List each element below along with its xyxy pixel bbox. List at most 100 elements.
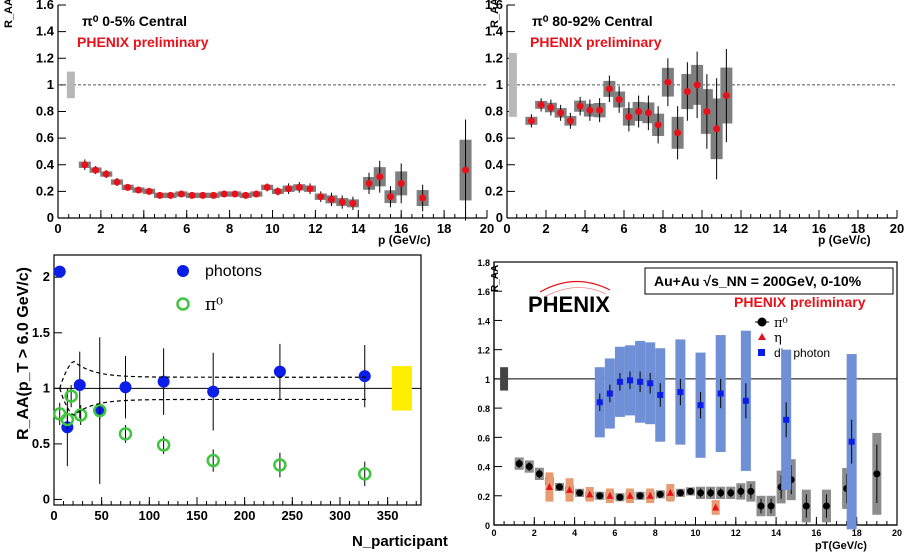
x-tick-label: 12: [731, 528, 741, 538]
x-tick-label: 14: [351, 221, 366, 236]
y-tick-label: 2: [43, 269, 50, 284]
x-tick-label: 8: [653, 528, 658, 538]
panel-pi0-eta-photon: R_AA Au+Au √s_NN = 200GeV, 0-10% PHENIX …: [477, 258, 902, 552]
data-point: [188, 191, 196, 199]
photon-point: [119, 381, 132, 394]
data-point: [664, 78, 672, 86]
y-tick-label: 1.4: [36, 24, 55, 39]
pi0-point: [717, 489, 725, 497]
pi0-point: [535, 470, 543, 478]
pi0-point: [576, 489, 584, 497]
x-tick-label: 2: [97, 221, 104, 236]
pi0-point: [767, 502, 775, 510]
x-tick-label: 2: [542, 221, 549, 236]
x-tick-label: 16: [394, 221, 408, 236]
p4-ylabel: R_AA: [490, 265, 501, 292]
x-tick-label: 2: [532, 528, 537, 538]
y-tick-label: 1.4: [477, 316, 490, 326]
data-point: [462, 166, 470, 174]
data-point: [527, 117, 535, 125]
y-tick-label: 1.4: [485, 24, 504, 39]
data-point: [306, 185, 314, 193]
pi0-point: [656, 490, 664, 498]
x-tick-label: 0: [491, 528, 496, 538]
y-tick-label: 0.6: [485, 130, 503, 145]
pi0-point: [118, 427, 133, 441]
pi0-point: [747, 487, 755, 495]
y-tick-label: 0.8: [36, 104, 54, 119]
x-tick-label: 18: [437, 221, 451, 236]
y-tick-label: 1: [496, 77, 503, 92]
data-point: [124, 183, 132, 191]
eta-point: [712, 503, 720, 511]
pi0-point: [697, 489, 705, 497]
legend-photon-marker: [758, 349, 765, 356]
x-tick-label: 18: [851, 221, 865, 236]
data-point: [317, 193, 325, 201]
p1-ylabel: R_AA: [3, 0, 15, 28]
pi0-point: [93, 403, 107, 418]
norm-uncertainty-box: [508, 52, 517, 117]
data-point: [365, 179, 373, 187]
pi0-point: [60, 412, 75, 427]
data-point: [145, 187, 153, 195]
pi0-point: [596, 492, 604, 500]
y-tick-label: 1.6: [36, 0, 54, 12]
y-tick-label: 0: [496, 210, 503, 225]
x-tick-label: 4: [581, 221, 589, 236]
y-tick-label: 0: [485, 521, 490, 531]
photon-point: [606, 390, 613, 397]
p3-legend-pi0: π⁰: [205, 295, 223, 315]
x-tick-label: 6: [183, 221, 190, 236]
norm-uncertainty-box: [391, 366, 412, 411]
pi0-point: [802, 502, 810, 510]
data-point: [274, 187, 282, 195]
x-tick-label: 14: [771, 528, 781, 538]
data-point: [376, 173, 384, 181]
x-tick-label: 300: [329, 508, 351, 523]
x-tick-label: 20: [892, 528, 902, 538]
x-tick-label: 0: [50, 508, 57, 523]
x-tick-label: 10: [690, 528, 700, 538]
photon-point: [848, 438, 855, 445]
data-point: [177, 190, 185, 198]
x-tick-label: 12: [308, 221, 322, 236]
data-point: [220, 190, 228, 198]
x-tick-label: 10: [695, 221, 709, 236]
p4-title-box: [644, 267, 894, 295]
x-tick-label: 150: [186, 508, 208, 523]
uncertainty-band-upper: [59, 360, 369, 389]
p1-title: π⁰ 0-5% Central: [82, 13, 187, 29]
norm-uncertainty-box: [500, 367, 509, 391]
photon-point: [596, 399, 603, 406]
photon-point: [73, 379, 86, 391]
phenix-logo: PHENIX: [528, 280, 611, 317]
p4-title: Au+Au √s_NN = 200GeV, 0-10%: [654, 273, 862, 289]
y-tick-label: 0.8: [477, 404, 490, 414]
x-tick-label: 250: [281, 508, 303, 523]
y-tick-label: 1: [43, 380, 50, 395]
data-point: [596, 106, 604, 114]
p2-xlabel: p (GeV/c): [818, 233, 871, 247]
eta-point: [666, 488, 674, 496]
x-tick-label: 6: [620, 221, 627, 236]
photon-point: [783, 416, 790, 423]
y-tick-label: 1.2: [477, 346, 490, 356]
data-point: [586, 106, 594, 114]
eta-point: [586, 490, 594, 498]
p3-xlabel: N_participant: [352, 533, 448, 550]
x-tick-label: 6: [612, 528, 617, 538]
p2-title: π⁰ 80-92% Central: [532, 13, 653, 29]
pi0-point: [737, 487, 745, 495]
phenix-logo-text: PHENIX: [528, 292, 610, 317]
x-tick-label: 200: [234, 508, 256, 523]
photon-point: [157, 375, 170, 388]
y-tick-label: 0.6: [477, 433, 490, 443]
pi0-point: [73, 408, 88, 422]
eta-point: [606, 491, 614, 499]
x-tick-label: 8: [659, 221, 666, 236]
data-point: [134, 186, 142, 194]
x-tick-label: 0: [503, 221, 510, 236]
legend-photon-marker: [177, 265, 189, 277]
eta-point: [545, 483, 553, 491]
